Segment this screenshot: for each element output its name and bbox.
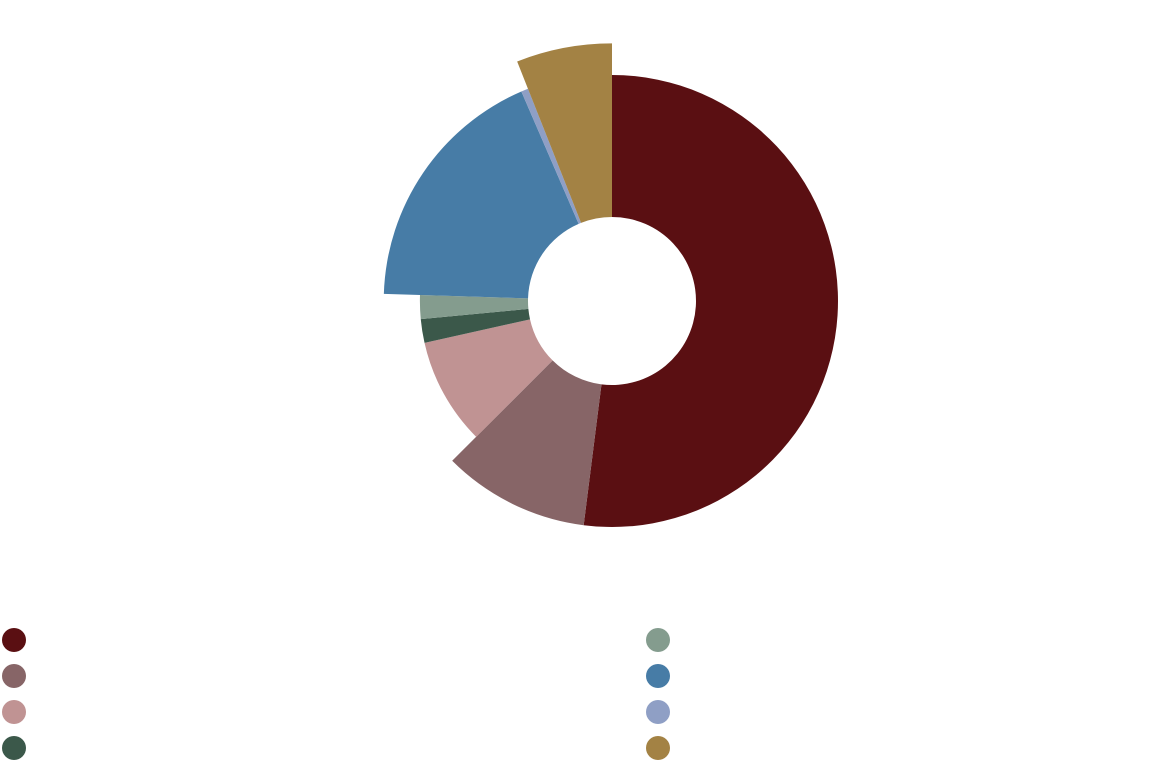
- pie-slice-7[interactable]: [521, 88, 582, 224]
- legend-item-4[interactable]: [2, 736, 36, 760]
- legend-marker: [646, 700, 670, 724]
- pie-slice-8[interactable]: [517, 43, 612, 223]
- pie-slice-6[interactable]: [383, 91, 579, 299]
- legend-item-1[interactable]: [2, 628, 36, 652]
- legend-item-2[interactable]: [2, 664, 36, 688]
- legend-item-7[interactable]: [646, 700, 680, 724]
- pie-slice-5[interactable]: [419, 294, 529, 320]
- legend-marker: [2, 628, 26, 652]
- legend-item-6[interactable]: [646, 664, 680, 688]
- donut-chart: [383, 43, 839, 527]
- pie-slice-3[interactable]: [424, 319, 553, 437]
- pie-slice-4[interactable]: [420, 308, 531, 343]
- legend-item-3[interactable]: [2, 700, 36, 724]
- legend-item-5[interactable]: [646, 628, 680, 652]
- legend-marker: [646, 736, 670, 760]
- legend-marker: [646, 628, 670, 652]
- pie-slice-2[interactable]: [452, 360, 602, 526]
- chart-legend: [0, 620, 1170, 770]
- pie-slice-1[interactable]: [583, 75, 839, 527]
- legend-item-8[interactable]: [646, 736, 680, 760]
- legend-marker: [646, 664, 670, 688]
- legend-marker: [2, 664, 26, 688]
- legend-marker: [2, 700, 26, 724]
- legend-marker: [2, 736, 26, 760]
